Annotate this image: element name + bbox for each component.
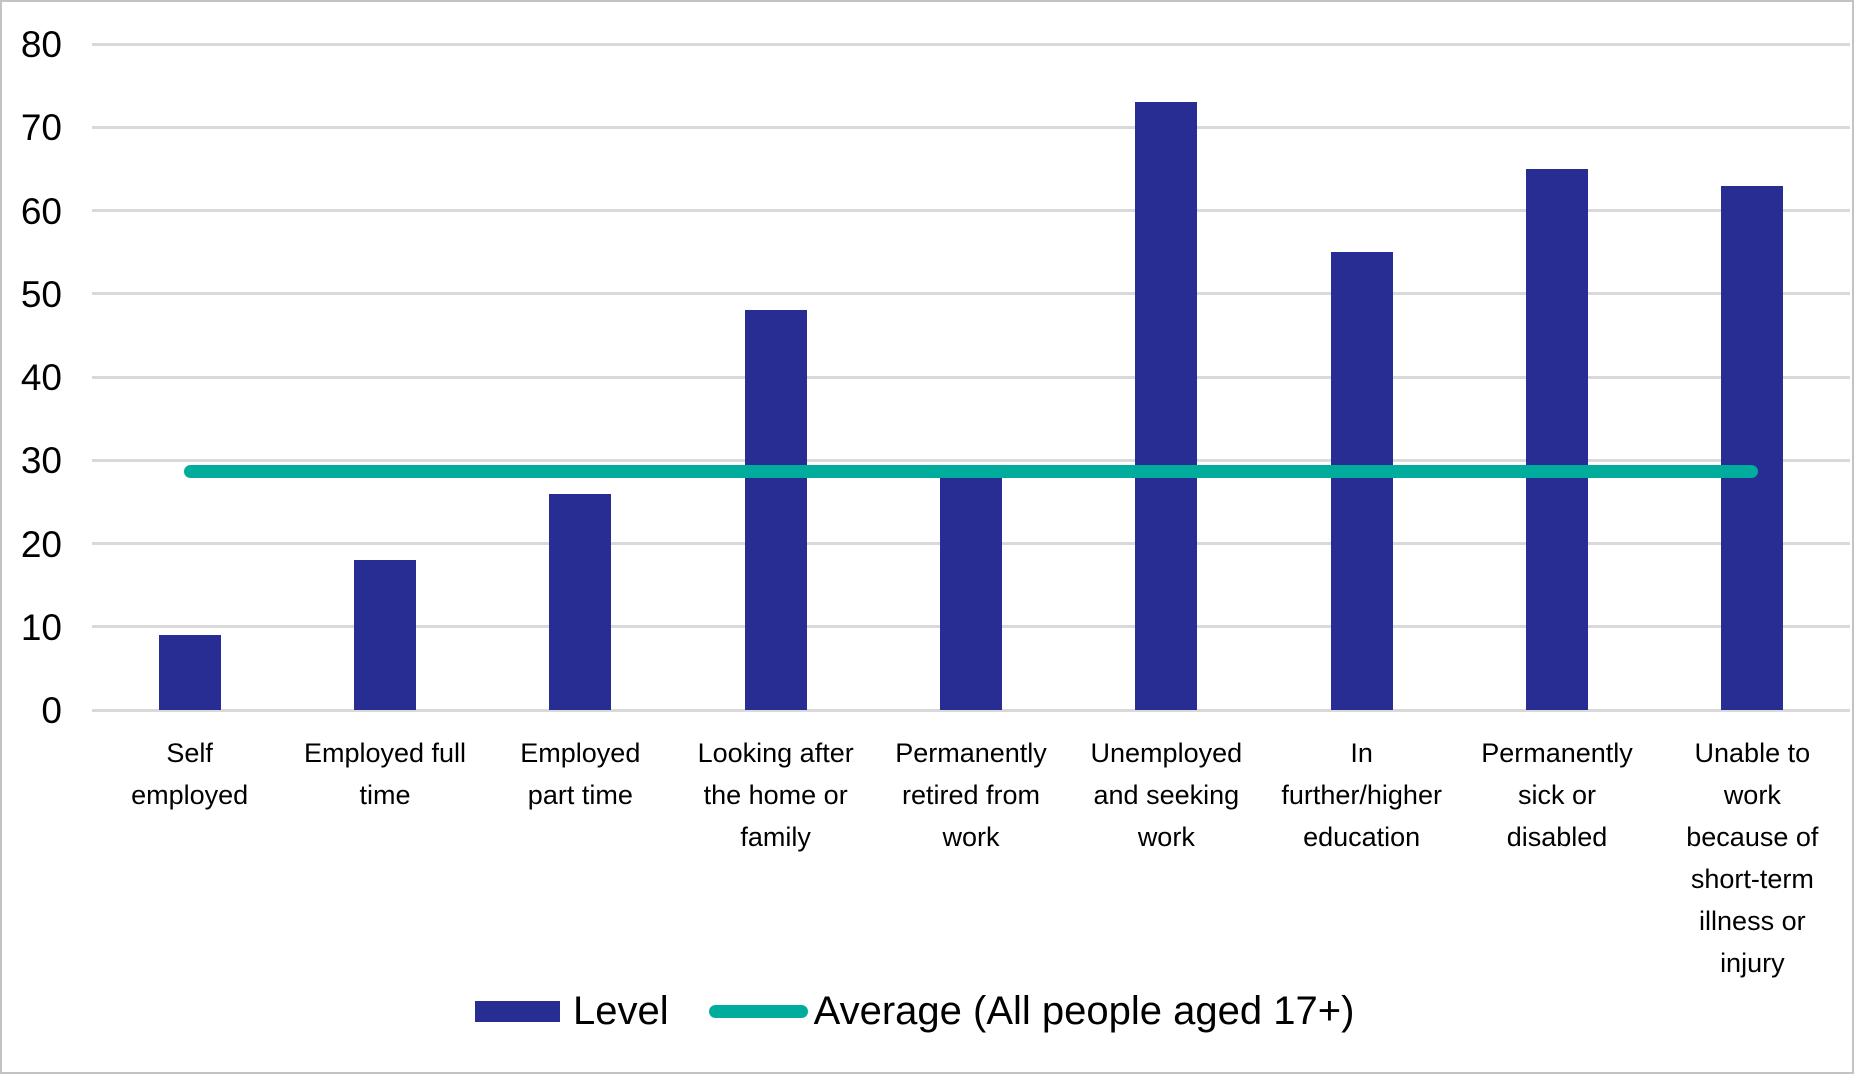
legend: Level Average (All people aged 17+)	[475, 987, 1354, 1035]
y-axis-tick-label-50: 50	[20, 273, 62, 315]
gridline-y-40	[92, 375, 1850, 379]
y-axis-tick-label-30: 30	[20, 440, 62, 482]
x-axis-category-label-3: Employed part time	[520, 738, 641, 810]
legend-level-label: Level	[573, 989, 669, 1033]
bar-2	[354, 560, 416, 710]
y-axis-tick-label-40: 40	[20, 357, 62, 398]
x-axis-category-label-6: Unemployed and seeking work	[1090, 738, 1243, 852]
x-axis-category-label-5: Permanently retired from work	[895, 738, 1047, 852]
y-axis-tick-label-0: 0	[41, 690, 62, 731]
gridline-y-30	[92, 458, 1850, 462]
y-axis-tick-label-60: 60	[20, 190, 62, 232]
gridline-y-60	[92, 209, 1850, 212]
bar-6	[1135, 102, 1198, 710]
gridline-y-0	[92, 708, 1850, 712]
gridline-y-50	[92, 292, 1850, 296]
gridline-y-70	[92, 125, 1850, 129]
average-line	[183, 464, 1759, 478]
y-axis-tick-label-20: 20	[20, 523, 62, 565]
y-axis-tick-label-80: 80	[20, 24, 62, 65]
legend-level-swatch-icon	[475, 1000, 560, 1022]
x-axis-category-label-1: Self employed	[131, 738, 249, 810]
bar-1	[158, 635, 221, 710]
y-axis-tick-label-10: 10	[20, 606, 62, 648]
y-axis-tick-label-70: 70	[20, 107, 62, 149]
bar-9	[1721, 185, 1784, 710]
x-axis-category-label-4: Looking after the home or family	[697, 738, 854, 852]
x-axis-category-label-9: Unable to work because of short-term ill…	[1686, 738, 1819, 978]
bar-4	[744, 310, 807, 710]
legend-average-swatch-icon	[708, 1004, 808, 1018]
x-axis-category-label-8: Permanently sick or disabled	[1481, 738, 1633, 852]
bar-3	[549, 493, 612, 710]
bar-8	[1526, 168, 1588, 710]
x-axis-category-label-7: In further/higher education	[1281, 738, 1442, 852]
x-axis-category-label-2: Employed full time	[303, 738, 467, 810]
bar-7	[1330, 252, 1393, 710]
gridline-y-80	[92, 42, 1850, 46]
bar-5	[940, 476, 1002, 710]
legend-average-label: Average (All people aged 17+)	[813, 989, 1355, 1033]
